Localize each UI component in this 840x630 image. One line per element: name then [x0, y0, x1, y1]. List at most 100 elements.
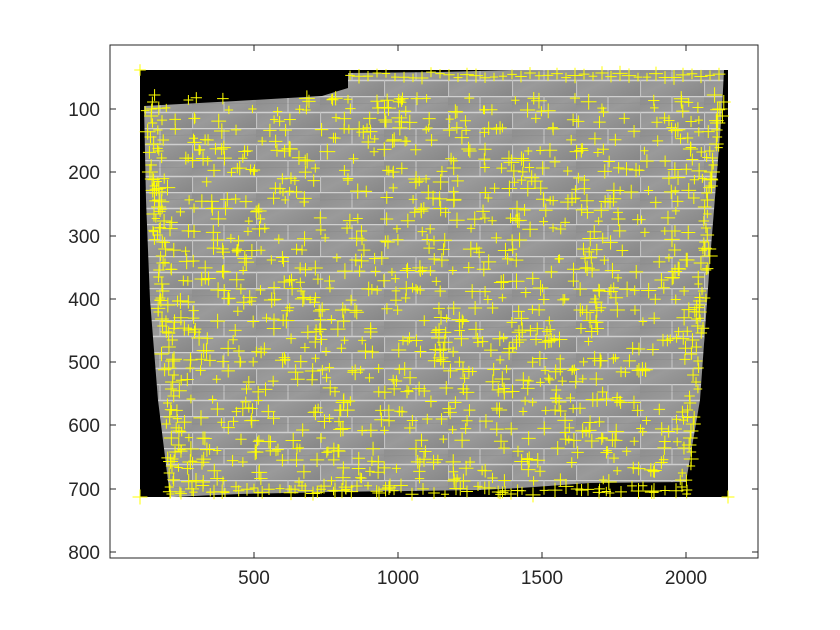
feature-point-marker [694, 127, 704, 137]
feature-point-marker [220, 192, 235, 207]
x-tick-label: 1000 [377, 568, 419, 589]
feature-point-marker [432, 200, 449, 217]
feature-point-marker [169, 475, 178, 485]
feature-point-marker [630, 483, 647, 499]
feature-point-marker [436, 354, 446, 365]
feature-point-marker [307, 404, 324, 421]
feature-point-marker [156, 152, 167, 164]
feature-point-marker [146, 206, 162, 222]
feature-point-marker [597, 164, 612, 179]
feature-point-marker [380, 93, 394, 107]
feature-point-marker [685, 416, 701, 432]
feature-point-marker [543, 373, 554, 383]
feature-point-marker [268, 134, 283, 149]
feature-point-marker [538, 335, 553, 350]
feature-point-marker [432, 454, 443, 465]
feature-point-marker [247, 315, 260, 328]
feature-point-marker [608, 423, 625, 440]
feature-point-marker [347, 366, 357, 376]
feature-point-marker [664, 269, 680, 286]
feature-point-marker [151, 214, 160, 223]
feature-point-marker [675, 133, 686, 144]
feature-point-marker [683, 396, 697, 410]
feature-point-marker [190, 92, 202, 104]
feature-point-marker [709, 115, 726, 131]
feature-point-marker [255, 285, 266, 295]
feature-point-marker [587, 224, 602, 240]
feature-point-marker [406, 414, 418, 427]
feature-point-marker [195, 365, 206, 376]
feature-point-marker [704, 146, 715, 156]
feature-point-marker [291, 443, 303, 454]
feature-point-marker [212, 375, 221, 384]
feature-point-marker [589, 303, 605, 318]
feature-point-marker [352, 213, 363, 224]
feature-point-marker [283, 113, 296, 126]
feature-point-marker [401, 293, 411, 303]
feature-point-marker [659, 155, 671, 167]
feature-point-marker [414, 474, 425, 484]
feature-point-marker [654, 422, 669, 436]
feature-point-marker [337, 263, 353, 280]
feature-point-marker [348, 230, 365, 247]
feature-point-marker [578, 374, 587, 383]
feature-point-marker [296, 244, 308, 256]
feature-point-marker [560, 217, 570, 228]
feature-point-marker [269, 115, 279, 124]
feature-point-marker [530, 452, 546, 468]
feature-point-marker [506, 234, 518, 246]
feature-point-marker [220, 487, 230, 497]
feature-point-marker [605, 287, 614, 296]
feature-point-marker [153, 264, 165, 276]
feature-point-marker [528, 397, 537, 407]
feature-point-marker [545, 316, 554, 325]
feature-point-marker [269, 182, 282, 195]
feature-point-marker [252, 436, 263, 447]
feature-point-marker [392, 305, 403, 315]
feature-point-marker [584, 246, 595, 257]
feature-point-marker [380, 212, 394, 226]
feature-point-marker [218, 476, 228, 485]
feature-point-marker [330, 132, 341, 144]
feature-point-marker [574, 402, 586, 415]
feature-point-marker [343, 94, 353, 104]
feature-point-marker [647, 465, 660, 478]
feature-point-marker [361, 135, 376, 149]
feature-point-marker [588, 71, 598, 81]
feature-point-marker [254, 471, 268, 486]
feature-point-marker [270, 143, 284, 157]
feature-point-marker [608, 290, 623, 305]
feature-point-marker [674, 327, 683, 336]
feature-point-marker [628, 162, 644, 178]
feature-point-marker [705, 70, 715, 81]
feature-point-marker [313, 403, 323, 413]
feature-point-marker [338, 479, 354, 495]
feature-point-marker [629, 265, 644, 279]
feature-point-marker [467, 211, 483, 227]
feature-point-marker [258, 382, 273, 397]
feature-point-marker [290, 372, 305, 387]
feature-point-marker [694, 279, 703, 289]
feature-point-marker [221, 364, 235, 378]
feature-point-marker [181, 295, 195, 309]
feature-point-marker [451, 174, 464, 188]
feature-point-marker [691, 163, 707, 179]
feature-point-marker [324, 363, 334, 373]
feature-point-marker [333, 421, 349, 437]
feature-point-marker [378, 481, 393, 497]
feature-point-marker [317, 414, 332, 429]
feature-point-marker [686, 461, 696, 471]
feature-point-marker [348, 153, 359, 164]
feature-point-marker [434, 253, 449, 268]
feature-point-marker [519, 102, 536, 118]
feature-point-marker [456, 473, 471, 489]
feature-point-marker [299, 154, 311, 166]
feature-point-marker [699, 237, 709, 247]
feature-point-marker [554, 405, 567, 417]
feature-point-marker [244, 403, 254, 413]
feature-point-marker [325, 283, 335, 293]
feature-point-marker [477, 336, 489, 348]
feature-point-marker [157, 320, 168, 332]
feature-point-marker [531, 113, 541, 124]
feature-point-marker [510, 177, 519, 187]
